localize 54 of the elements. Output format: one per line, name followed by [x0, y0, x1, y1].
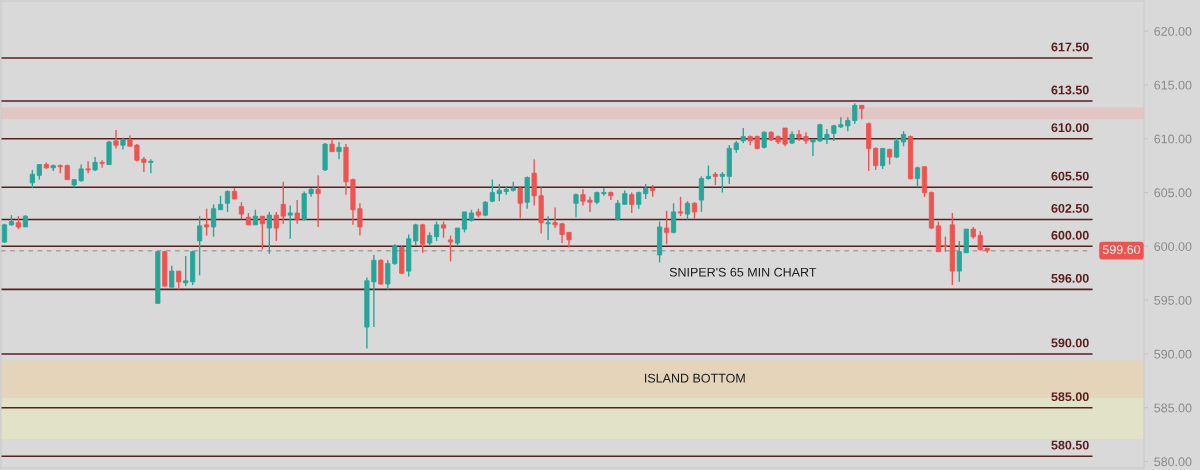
y-tick-label: 620.00	[1154, 26, 1192, 36]
candlestick	[378, 258, 384, 286]
ref-line-label: 605.50	[1051, 171, 1089, 181]
ref-line-label: 602.50	[1051, 203, 1089, 213]
ref-line-label: 599.60	[1102, 245, 1141, 254]
candlestick	[176, 270, 182, 291]
candlestick	[287, 204, 293, 240]
candlestick	[259, 215, 265, 251]
candlestick	[447, 234, 454, 263]
ref-line-label: 590.00	[1051, 338, 1089, 348]
candlestick	[420, 223, 426, 254]
y-tick-label: 610.00	[1154, 134, 1192, 144]
ref-line-label: 610.00	[1051, 123, 1089, 133]
y-tick-label: 595.00	[1154, 295, 1192, 305]
candlestick	[99, 159, 105, 169]
candlestick	[266, 211, 272, 255]
candlestick	[664, 210, 670, 245]
candlestick	[210, 203, 217, 238]
y-tick-label: 615.00	[1154, 80, 1192, 90]
candlestick	[224, 189, 231, 213]
candlestick	[85, 160, 91, 174]
candlestick	[294, 199, 300, 225]
candlestick	[169, 265, 175, 288]
candlestick	[461, 211, 468, 234]
candlestick	[197, 215, 203, 277]
ref-line-label: 613.50	[1051, 85, 1089, 95]
candlestick	[336, 141, 342, 160]
candlestick	[315, 174, 321, 228]
candlestick	[698, 175, 705, 213]
y-tick-label: 585.00	[1154, 403, 1192, 413]
ref-line-label: 600.00	[1051, 230, 1089, 240]
candlestick	[670, 202, 677, 235]
candlestick	[545, 215, 551, 241]
ref-line-label: 580.50	[1051, 440, 1089, 450]
candlestick	[517, 186, 523, 220]
candlestick	[29, 169, 35, 189]
candlestick	[629, 191, 635, 214]
candlestick	[434, 220, 440, 242]
candlestick	[880, 147, 886, 170]
y-tick-label: 605.00	[1154, 188, 1192, 198]
ref-line-label: 596.00	[1051, 273, 1089, 283]
y-tick-label: 590.00	[1154, 349, 1192, 359]
candlestick	[719, 171, 725, 194]
y-tick-label: 600.00	[1154, 242, 1192, 251]
ref-line-label: 617.50	[1051, 42, 1089, 52]
candlestick	[148, 158, 154, 174]
band-label: ISLAND BOTTOM	[645, 373, 745, 383]
candlestick	[204, 207, 210, 237]
candlestick	[677, 196, 684, 217]
candlestick	[684, 200, 691, 221]
ref-line-label: 585.00	[1051, 392, 1089, 402]
y-tick-label: 580.00	[1154, 457, 1192, 467]
candlestick	[113, 129, 119, 150]
annotation: SNIPER'S 65 MIN CHART	[669, 267, 817, 277]
